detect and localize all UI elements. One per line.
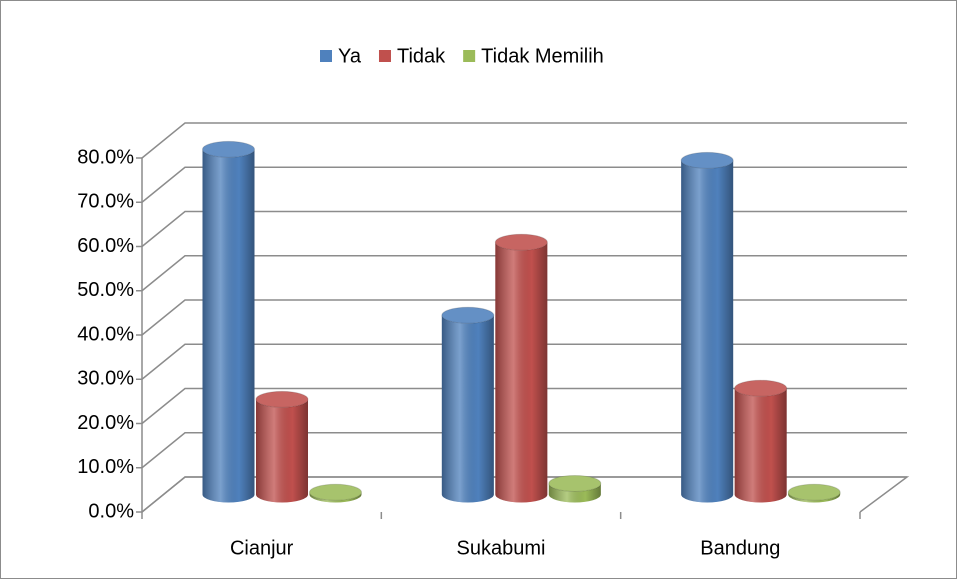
bar-top [787,483,841,501]
bar-top [441,306,495,324]
bar-shade [256,399,308,503]
bar-top-shine [548,475,601,492]
bar-shade [734,388,787,503]
bar [255,390,309,503]
bar-top-shine [495,234,548,251]
y-tick-label: 60.0% [77,235,134,257]
y-tick-label: 30.0% [77,368,134,390]
legend-label: Tidak [397,45,446,67]
bar [787,483,841,503]
y-tick-label: 80.0% [77,146,134,168]
grid-line [141,343,907,380]
legend-swatch [320,50,332,62]
bar [680,151,734,503]
bar-top-shine [309,484,362,501]
bar [494,233,548,503]
x-tick-label: Cianjur [230,537,294,559]
bar-shade [202,149,255,503]
y-tick-label: 0.0% [88,500,134,522]
bar-shade [788,492,841,503]
bar [548,474,602,503]
legend-swatch [463,50,476,62]
bar-shade [548,483,601,503]
legend-label: Ya [338,45,362,67]
bar-top [734,379,788,397]
grid-line [141,432,907,469]
bar [309,483,362,503]
bar-top-shine [788,484,841,501]
bar-top [494,233,548,251]
bar-top [255,390,309,408]
y-tick-label: 10.0% [77,456,134,478]
grid-line [141,476,907,513]
y-tick-label: 70.0% [77,191,134,213]
bar [734,379,788,503]
x-tick-label: Sukabumi [457,537,546,559]
legend-swatch [378,50,391,62]
bar-top-shine [681,152,734,169]
grid-line [141,255,907,292]
bar-shade [495,242,548,503]
grid-line [141,387,907,425]
bar-top [202,140,255,158]
bar [202,140,255,503]
y-tick-label: 20.0% [77,412,134,434]
legend: Ya Tidak Tidak Memilih [320,45,604,67]
legend-label: Tidak Memilih [481,45,604,67]
axes: 0.0% 10.0% 20.0% 30.0% 40.0% 50.0% 60.0% 70.0% 8… [77,122,910,559]
bar-top-shine [734,380,787,397]
bar-top-shine [256,391,308,408]
bar [441,306,495,503]
bar-shade [681,160,734,503]
grid-line [141,210,907,248]
grid-line [141,299,907,336]
bar-top-shine [202,141,255,158]
bar-top [309,483,362,501]
bar-top-shine [441,307,494,324]
y-tick-label: 50.0% [77,279,134,301]
bar-top [680,151,734,169]
grid-line [141,166,907,203]
y-tick-label: 40.0% [77,323,134,345]
bar-shade [441,315,494,503]
grid-line [141,122,907,159]
bars [202,140,841,503]
x-tick-label: Bandung [700,537,780,559]
bar-shade [309,492,362,503]
bar-top [548,474,602,492]
